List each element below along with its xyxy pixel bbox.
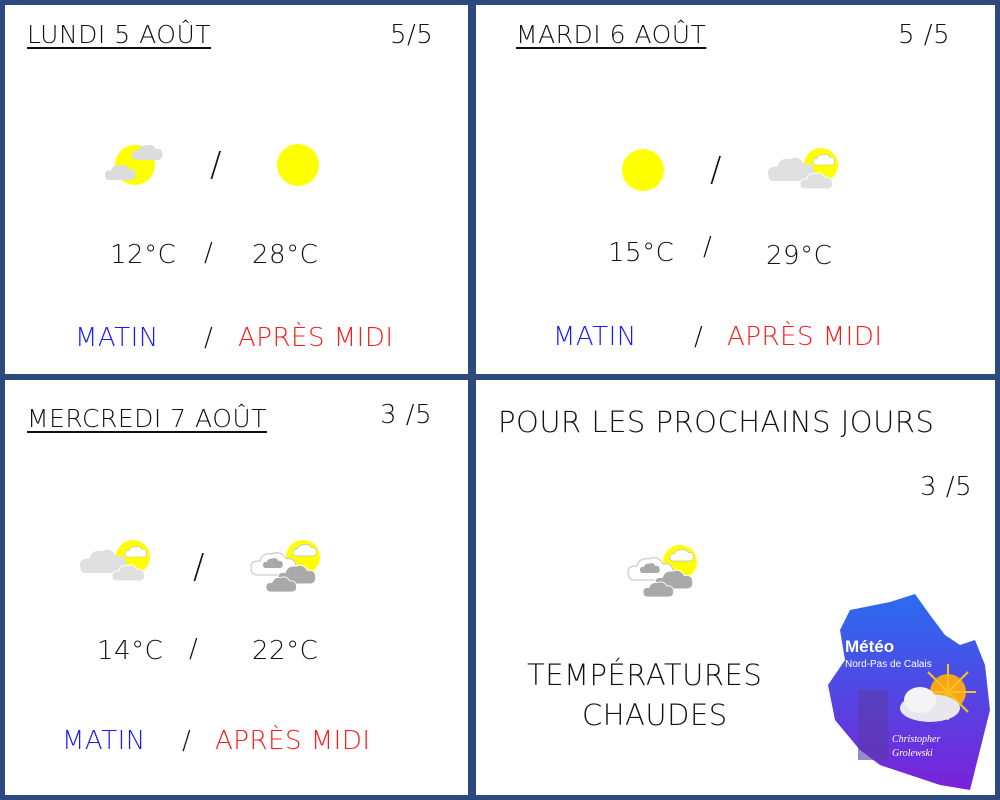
outlook-line1: TEMPÉRATURES [527,658,763,692]
temp-afternoon: 29°C [766,241,833,271]
day-title: MERCREDI 7 AOÛT [27,404,267,433]
label-morning: MATIN [553,322,637,352]
logo-author2: Grolewski [892,748,933,759]
outlook-rating: 3 /5 [920,472,973,502]
separator: / [182,726,192,756]
separator: / [703,232,713,262]
separator: / [694,322,704,352]
temp-afternoon: 28°C [252,240,319,270]
cloud-sun-icon [77,535,157,599]
sun-small-clouds-icon [100,135,170,199]
day-title: LUNDI 5 AOÛT [27,20,212,49]
label-afternoon: APRÈS MIDI [215,726,371,756]
separator: / [210,145,222,185]
separator: / [710,150,722,190]
outlook-line2: CHAUDES [582,698,728,732]
day-rating: 5 /5 [898,20,951,50]
separator: / [189,634,199,664]
sun-icon [270,135,330,199]
temp-afternoon: 22°C [252,636,319,666]
separator: / [204,323,214,353]
temp-morning: 14°C [97,636,164,666]
label-morning: MATIN [62,726,146,756]
day-rating: 5/5 [390,20,434,50]
label-afternoon: APRÈS MIDI [727,322,883,352]
panel-wednesday [5,380,468,795]
grey-clouds-sun-icon [248,535,328,609]
grey-clouds-sun-icon [625,540,705,614]
panel-tuesday [476,5,995,374]
panel-monday [5,5,468,374]
cloud-sun-icon [765,143,845,207]
sun-icon [615,140,675,204]
outlook-title: POUR LES PROCHAINS JOURS [498,405,935,439]
temp-morning: 12°C [110,240,177,270]
meteo-logo: Météo Nord-Pas de Calais Christopher Gro… [828,594,990,790]
label-morning: MATIN [75,323,159,353]
logo-subtitle: Nord-Pas de Calais [845,659,932,670]
day-title: MARDI 6 AOÛT [516,20,707,49]
logo-author1: Christopher [892,734,940,745]
separator: / [193,547,205,587]
label-afternoon: APRÈS MIDI [238,323,394,353]
separator: / [204,238,214,268]
temp-morning: 15°C [608,238,675,268]
day-rating: 3 /5 [380,400,433,430]
logo-title: Météo [845,637,894,656]
